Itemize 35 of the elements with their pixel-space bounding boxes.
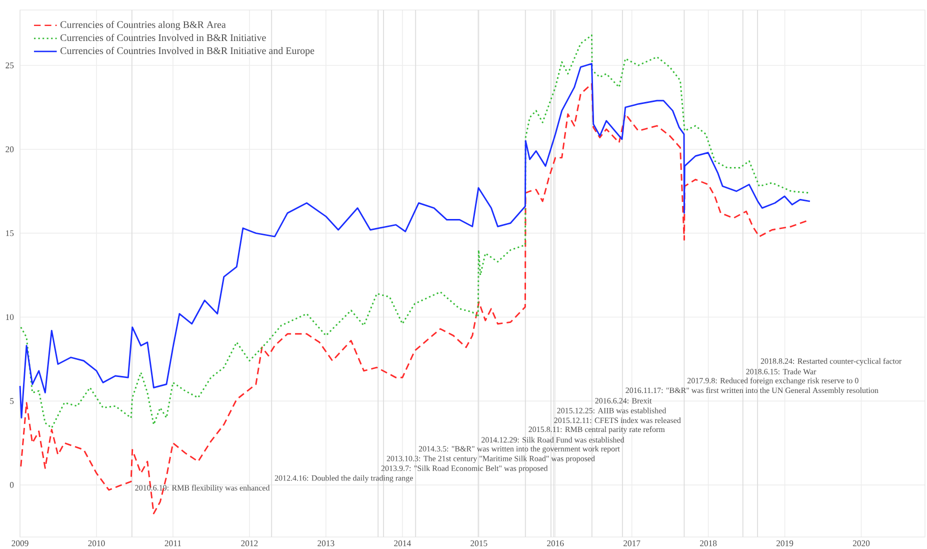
- x-tick-label: 2017: [624, 540, 640, 546]
- x-tick-label: 2013: [318, 540, 334, 546]
- x-tick-label: 2014: [394, 540, 411, 546]
- ref-line-label: 2010.6.19: RMB flexibility was enhanced: [135, 484, 270, 492]
- ref-line-label: 2013.9.7: "Silk Road Economic Belt" was proposed: [381, 465, 548, 473]
- legend-label: Currencies of Countries along B&R Area: [60, 20, 226, 30]
- ref-line-label: 2014.12.29: Silk Road Fund was established: [482, 436, 624, 443]
- ref-line-label: 2015.12.11: CFETS index was released: [554, 417, 681, 424]
- ref-line-label: 2017.9.8: Reduced foreign exchange risk reserve to 0: [688, 378, 858, 385]
- x-tick-label: 2012: [241, 540, 258, 546]
- x-tick-label: 2018: [700, 540, 717, 546]
- ref-line-label: 2018.8.24: Restarted counter-cyclical factor: [760, 358, 902, 366]
- y-tick-label: 20: [6, 146, 14, 152]
- ref-line-label: 2015.8.11: RMB central parity rate reform: [528, 426, 665, 434]
- y-tick-label: 5: [10, 398, 14, 404]
- x-tick-label: 2016: [547, 540, 564, 546]
- ref-line-label: 2014.3.5: "B&R" was written into the government work report: [418, 446, 620, 454]
- ref-line-label: 2013.10.3: The 21st century "Maritime Silk Road" was proposed: [386, 456, 595, 463]
- legend-label: Currencies of Countries Involved in B&R Initiative: [60, 34, 266, 42]
- y-tick-label: 0: [10, 482, 14, 488]
- ref-line-label: 2012.4.16: Doubled the daily trading range: [274, 475, 413, 482]
- x-tick-label: 2019: [776, 540, 794, 546]
- x-tick-label: 2011: [164, 540, 181, 546]
- ref-line-label: 2015.12.25: AIIB was established: [557, 408, 666, 414]
- legend-label: Currencies of Countries Involved in B&R Initiative and Europe: [60, 46, 314, 56]
- ref-line-label: 2018.6.15: Trade War: [746, 368, 816, 374]
- x-tick-label: 2015: [470, 540, 488, 546]
- y-tick-label: 15: [6, 230, 14, 236]
- x-tick-label: 2010: [88, 540, 105, 546]
- y-tick-label: 10: [6, 314, 14, 320]
- y-tick-label: 25: [6, 62, 14, 68]
- ref-line-label: 2016.11.17: "B&R" was first written into the UN General Assembly resolution: [626, 387, 878, 395]
- x-tick-label: 2009: [12, 540, 28, 546]
- ref-line-label: 2016.6.24: Brexit: [595, 398, 652, 404]
- x-tick-label: 2020: [852, 540, 870, 546]
